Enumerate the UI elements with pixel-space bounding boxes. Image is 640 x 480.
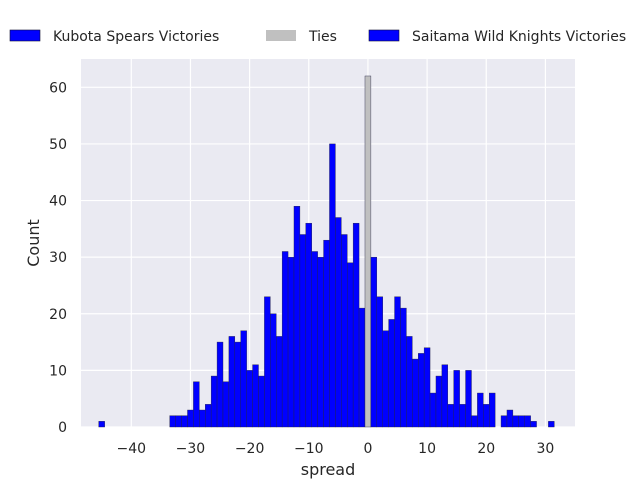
x-tick-label: 30 xyxy=(537,441,555,457)
bar-series-2 xyxy=(400,307,407,428)
bar-series-0 xyxy=(329,143,336,428)
bar-series-0 xyxy=(323,239,330,428)
bar-series-2 xyxy=(412,358,419,428)
bar-series-2 xyxy=(512,415,519,428)
legend-label: Saitama Wild Knights Victories xyxy=(412,29,626,45)
x-axis-label: spread xyxy=(301,460,356,479)
y-tick-label: 50 xyxy=(49,137,67,153)
bar-series-0 xyxy=(175,415,182,428)
bar-series-0 xyxy=(258,375,265,428)
bar-series-0 xyxy=(234,341,241,428)
bar-series-2 xyxy=(423,347,431,428)
bar-series-2 xyxy=(477,392,484,428)
bar-series-0 xyxy=(270,313,277,428)
bar-series-2 xyxy=(506,409,514,428)
bar-series-0 xyxy=(210,375,218,428)
x-tick-label: 0 xyxy=(363,441,372,457)
bar-series-0 xyxy=(352,222,360,428)
bar-series-2 xyxy=(483,404,490,428)
bar-series-2 xyxy=(489,392,496,428)
bar-series-0 xyxy=(252,364,259,428)
bar-series-0 xyxy=(276,336,283,428)
legend-swatch xyxy=(368,29,400,42)
bar-series-2 xyxy=(453,370,460,428)
bar-series-0 xyxy=(305,222,312,428)
bar-series-0 xyxy=(199,409,206,428)
bar-series-0 xyxy=(311,251,318,428)
x-tick-label: 20 xyxy=(477,441,495,457)
bar-series-2 xyxy=(429,392,437,428)
bar-series-2 xyxy=(471,415,478,428)
bar-series-2 xyxy=(447,404,454,428)
bar-series-2 xyxy=(394,296,401,428)
legend-swatch xyxy=(9,29,41,42)
bar-series-0 xyxy=(181,415,188,428)
x-tick-label: −10 xyxy=(294,441,324,457)
bar-series-2 xyxy=(465,370,472,428)
y-tick-label: 40 xyxy=(49,194,67,210)
bar-series-2 xyxy=(376,296,383,428)
bar-series-2 xyxy=(370,256,378,428)
bar-series-2 xyxy=(500,415,508,428)
bar-series-2 xyxy=(418,353,425,428)
bar-series-1 xyxy=(364,75,372,428)
y-axis-label: Count xyxy=(24,219,43,267)
bar-series-0 xyxy=(246,370,253,428)
bar-series-0 xyxy=(293,205,301,428)
legend: Kubota Spears Victories Ties Saitama Wild … xyxy=(9,29,626,45)
bar-series-0 xyxy=(281,251,289,428)
bar-series-0 xyxy=(264,296,271,428)
bar-series-0 xyxy=(341,234,348,428)
y-tick-label: 20 xyxy=(49,307,67,323)
y-tick-label: 60 xyxy=(49,80,67,96)
x-tick-label: 10 xyxy=(418,441,436,457)
legend-label: Ties xyxy=(308,29,337,45)
x-tick-label: −20 xyxy=(235,441,265,457)
legend-label: Kubota Spears Victories xyxy=(53,29,219,45)
bar-series-0 xyxy=(193,381,200,428)
bar-series-2 xyxy=(435,375,443,428)
bar-series-0 xyxy=(169,415,176,428)
bar-series-0 xyxy=(335,217,342,428)
bar-series-2 xyxy=(388,319,395,428)
bar-series-0 xyxy=(98,421,105,428)
bar-series-0 xyxy=(287,256,295,428)
bar-series-0 xyxy=(347,262,354,428)
bar-series-0 xyxy=(358,307,366,428)
bar-series-2 xyxy=(524,415,531,428)
bar-series-0 xyxy=(205,404,212,428)
bar-series-2 xyxy=(530,421,537,428)
legend-swatch xyxy=(266,30,296,41)
bar-series-0 xyxy=(187,409,194,428)
y-tick-label: 30 xyxy=(49,250,67,266)
bar-series-0 xyxy=(317,256,324,428)
bar-series-0 xyxy=(216,341,224,428)
bar-series-2 xyxy=(382,330,389,428)
bar-series-2 xyxy=(518,415,525,428)
bar-series-0 xyxy=(228,336,236,428)
bar-series-0 xyxy=(222,381,230,428)
bar-series-0 xyxy=(299,234,307,428)
bar-series-0 xyxy=(240,330,247,428)
bar-series-2 xyxy=(406,336,413,428)
y-tick-label: 10 xyxy=(49,363,67,379)
x-tick-label: −40 xyxy=(117,441,147,457)
bar-series-2 xyxy=(441,364,449,428)
y-tick-label: 0 xyxy=(58,420,67,436)
bar-series-2 xyxy=(548,421,555,428)
x-tick-label: −30 xyxy=(176,441,206,457)
bar-series-2 xyxy=(459,404,466,428)
